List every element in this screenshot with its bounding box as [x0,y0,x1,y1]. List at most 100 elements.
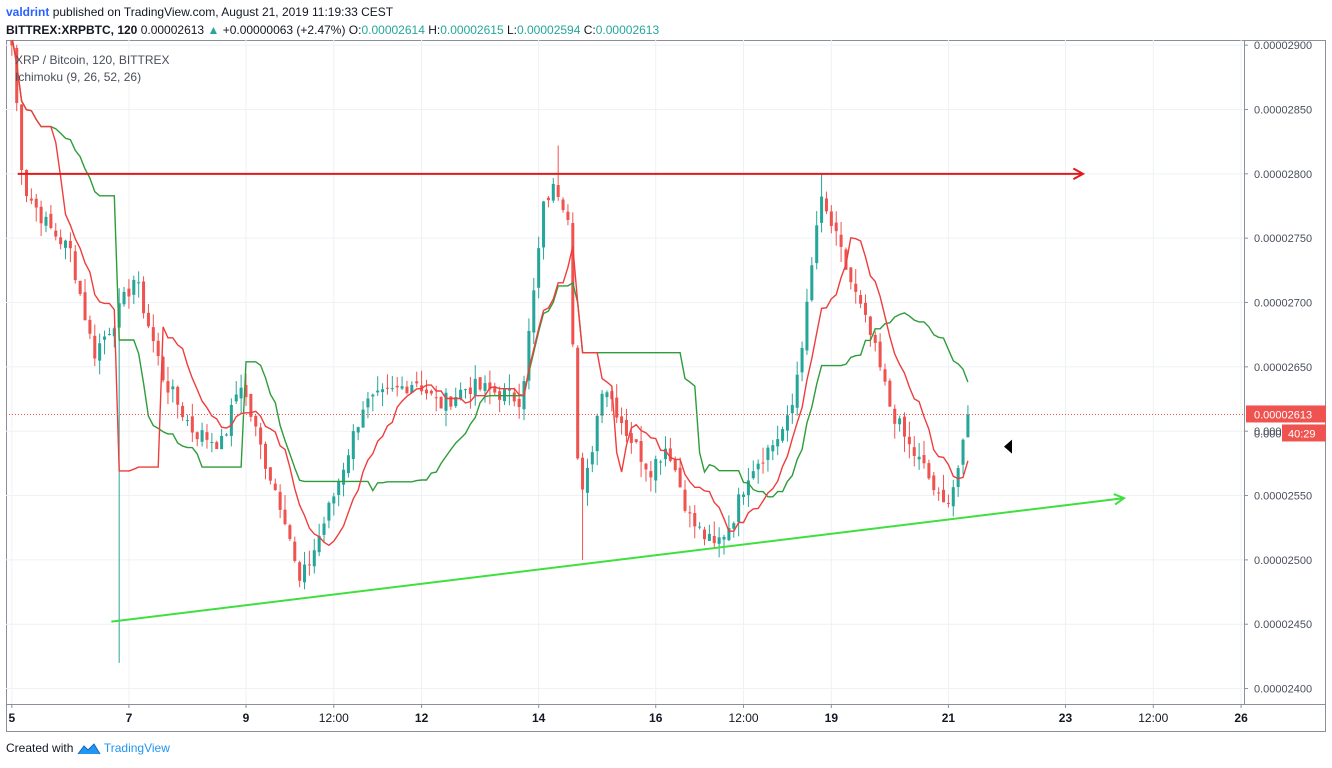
candle-body [961,439,965,465]
candle-body [210,442,214,444]
candle-body [654,458,658,481]
candle-body [268,467,272,481]
candle-body [888,380,892,407]
candle-body [488,382,492,390]
candle-body [166,381,170,393]
candle-body [59,237,63,245]
candle-body [576,347,580,459]
candle-body [839,234,843,247]
candle-body [132,279,136,295]
candle-body [229,404,233,436]
candle-body [678,467,682,488]
candle-body [34,198,38,208]
chart-header: valdrint published on TradingView.com, A… [6,2,1326,40]
candle-body [68,240,72,249]
publish-info: valdrint published on TradingView.com, A… [6,5,393,19]
candle-body [15,47,19,104]
candle-body [312,550,316,567]
candle-body [863,302,867,315]
candle-body [937,492,941,494]
candle-body [956,468,960,488]
candle-body [337,481,341,495]
candle-body [815,225,819,264]
candle-body [283,509,287,525]
candle-body [551,183,555,201]
candle-body [205,432,209,440]
resistance-line-arrowhead-icon [1072,167,1086,180]
candle-body [556,185,560,197]
symbol-quote-line: BITTREX:XRPBTC, 120 0.00002613 ▲ +0.0000… [6,23,659,37]
candle-body [683,489,687,511]
candle-body [444,392,448,411]
chart-frame [6,40,1326,732]
candle-body [634,439,638,443]
candle-body [88,319,92,334]
candle-body [917,456,921,460]
price-chart[interactable]: 0.00002400 0.00002450 0.00002500 0.00002550… [6,40,1326,732]
candle-body [390,388,394,390]
candle-body [234,394,238,402]
x-tick-label: 16 [649,711,663,725]
candle-body [303,564,307,583]
legend-title: XRP / Bitcoin, 120, BITTREX [15,53,170,67]
legend-indicator[interactable]: Ichimoku (9, 26, 52, 26) [15,70,142,84]
candle-body [766,447,770,460]
published-text: published on TradingView.com, August 21,… [52,5,394,19]
candle-body [761,462,765,464]
candle-body [615,397,619,418]
candle-body [688,512,692,514]
candle-body [322,523,326,535]
candle-body [878,341,882,368]
candle-body [746,480,750,496]
candle-body [776,439,780,447]
pointer-triangle-icon [1004,439,1013,454]
candle-body [200,430,204,442]
candle-body [932,475,936,491]
candle-body [63,240,68,248]
support-line-arrowhead-icon [1113,493,1127,506]
candle-body [346,455,350,474]
candle-body [78,280,82,294]
candle-body [288,525,292,539]
candle-body [810,265,814,301]
candle-body [893,408,897,424]
candle-body [49,213,53,228]
candle-body [756,463,760,470]
candle-body [620,416,624,424]
candle-body [507,388,511,391]
candle-body [966,414,970,438]
candle-body [459,389,463,399]
candle-body [122,291,126,305]
low-label: L: [506,23,517,37]
candle-body [317,535,321,553]
candle-body [527,330,531,381]
candle-body [376,390,380,393]
candle-body [185,420,189,422]
x-tick-label: 21 [942,711,956,725]
close-label: C: [583,23,596,37]
candle-body [922,454,926,464]
candle-body [439,396,443,409]
candle-body [137,282,141,284]
candle-body [395,385,399,388]
chart-container[interactable]: 0.00002400 0.00002450 0.00002500 0.00002550… [6,40,1326,732]
candle-body [673,458,677,471]
candle-body [156,340,160,357]
candle-body [146,312,150,327]
candle-body [24,169,28,197]
candle-body [800,347,804,373]
x-tick-label: 23 [1059,711,1073,725]
tradingview-brand[interactable]: TradingView [103,741,170,755]
author-link[interactable]: valdrint [6,5,50,19]
symbol-label: BITTREX:XRPBTC, 120 [6,23,138,37]
candle-body [859,295,863,304]
candle-body [542,201,546,248]
candle-body [424,389,428,394]
y-tick-label: 0.00002700 [1254,298,1312,310]
candle-body [483,383,487,391]
candle-body [473,378,477,396]
candle-body [600,393,604,416]
y-tick-label: 0.00002650 [1254,362,1312,374]
candle-body [722,536,726,540]
candle-body [83,292,87,321]
